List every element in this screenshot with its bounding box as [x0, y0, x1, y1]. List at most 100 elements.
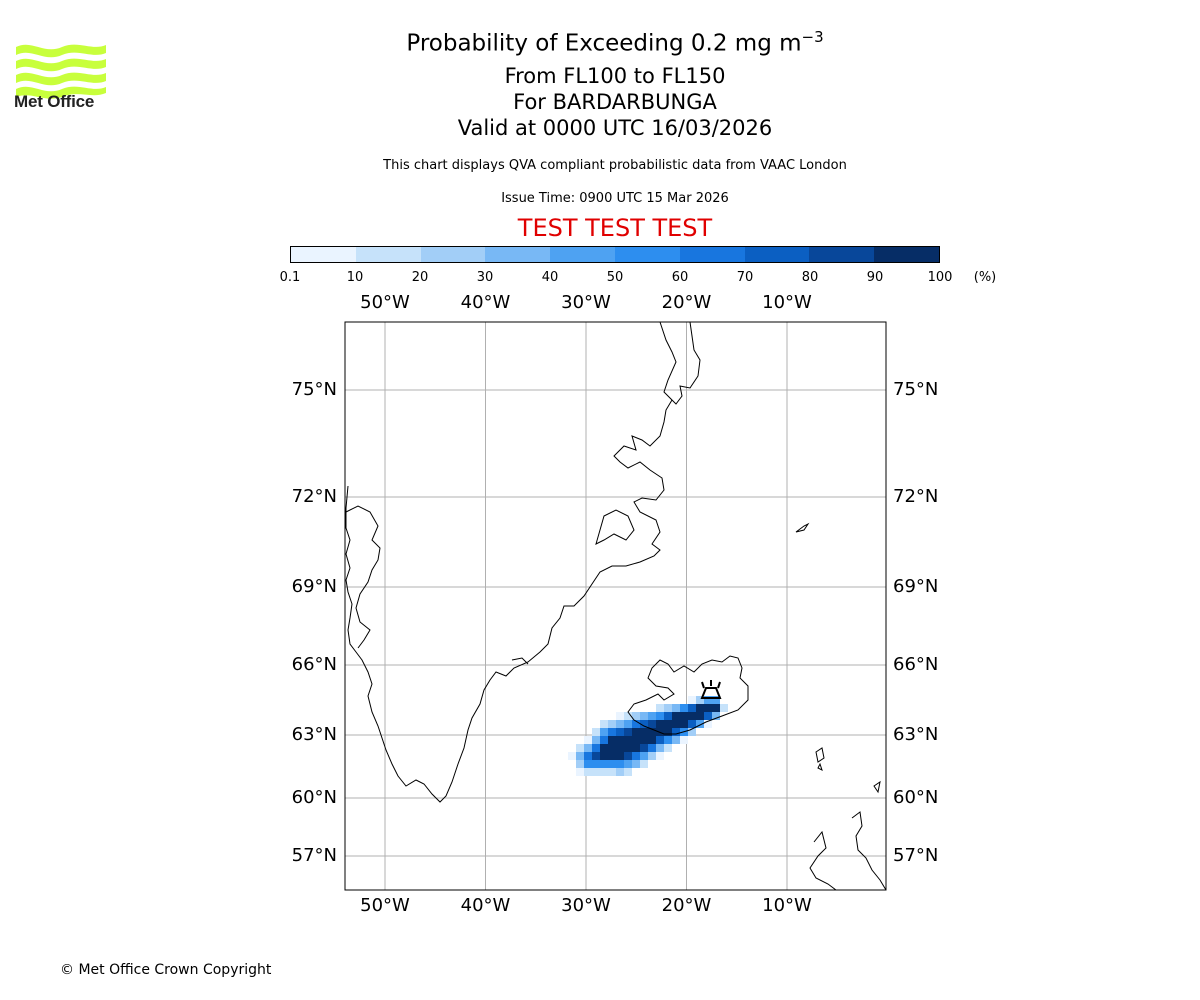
right-latitude-label: 66°N	[893, 654, 939, 675]
plume-cell	[688, 696, 696, 704]
bottom-longitude-label: 50°W	[360, 895, 410, 916]
plume-cell	[600, 752, 608, 760]
plume-cell	[632, 736, 640, 744]
colorbar-cell	[355, 247, 421, 262]
plume-cell	[632, 760, 640, 768]
plume-cell	[624, 768, 632, 776]
plume-cell	[592, 728, 600, 736]
plume-cell	[608, 720, 616, 728]
left-latitude-label: 57°N	[291, 845, 337, 866]
coastlines	[345, 321, 887, 891]
plume-cell	[584, 768, 592, 776]
plume-cell	[600, 736, 608, 744]
plume-cell	[672, 712, 680, 720]
map-background	[345, 322, 886, 890]
plume-cell	[616, 744, 624, 752]
plume-cell	[704, 712, 712, 720]
ash-probability-plume	[568, 696, 728, 776]
volcano-icon	[700, 680, 722, 699]
scotland-coastline	[809, 780, 887, 891]
plume-cell	[640, 760, 648, 768]
plume-cell	[608, 736, 616, 744]
left-latitude-label: 75°N	[291, 379, 337, 400]
plume-cell	[624, 736, 632, 744]
plume-cell	[664, 712, 672, 720]
plume-cell	[680, 736, 688, 744]
colorbar-cell	[679, 247, 745, 262]
plume-cell	[656, 736, 664, 744]
greenland-fjord-1	[595, 509, 635, 545]
plume-cell	[640, 744, 648, 752]
plume-cell	[704, 696, 712, 704]
plume-cell	[600, 728, 608, 736]
right-latitude-label: 69°N	[893, 576, 939, 597]
plume-cell	[600, 720, 608, 728]
plume-cell	[640, 712, 648, 720]
chart-title-text: Probability of Exceeding 0.2 mg m	[406, 30, 802, 57]
colorbar-tick-label: 20	[411, 270, 429, 285]
right-latitude-label: 60°N	[893, 787, 939, 808]
plume-cell	[576, 760, 584, 768]
left-latitude-label: 63°N	[291, 724, 337, 745]
colorbar-tick-label: 30	[476, 270, 494, 285]
bottom-longitude-label: 40°W	[460, 895, 511, 916]
plume-cell	[584, 736, 592, 744]
plume-cell	[584, 744, 592, 752]
plume-cell	[688, 712, 696, 720]
plume-cell	[616, 728, 624, 736]
plume-cell	[584, 760, 592, 768]
plume-cell	[632, 728, 640, 736]
plume-cell	[720, 704, 728, 712]
plume-cell	[696, 720, 704, 728]
plume-cell	[600, 744, 608, 752]
volcano-title: For BARDARBUNGA	[513, 90, 717, 114]
plume-cell	[584, 752, 592, 760]
chart-title-superscript: −3	[801, 28, 824, 46]
iceland-coastline	[627, 655, 749, 735]
colorbar-cell	[420, 247, 486, 262]
plume-cell	[688, 704, 696, 712]
colorbar-cell	[291, 247, 356, 262]
top-longitude-label: 10°W	[762, 292, 812, 313]
copyright-text: © Met Office Crown Copyright	[60, 962, 272, 978]
chart-title: Probability of Exceeding 0.2 mg m−3	[406, 28, 823, 57]
plume-cell	[704, 704, 712, 712]
plume-cell	[680, 720, 688, 728]
plume-cell	[616, 736, 624, 744]
colorbar-tick-label: 0.1	[279, 270, 301, 285]
plume-cell	[632, 752, 640, 760]
test-banner: TEST TEST TEST	[517, 214, 713, 242]
plume-cell	[624, 720, 632, 728]
plume-cell	[616, 768, 624, 776]
colorbar-tick-label: 10	[346, 270, 364, 285]
issue-time-text: Issue Time: 0900 UTC 15 Mar 2026	[501, 191, 729, 206]
right-latitude-label: 72°N	[893, 486, 939, 507]
plume-cell	[640, 752, 648, 760]
map-frame	[344, 321, 887, 891]
plume-cell	[632, 720, 640, 728]
colorbar-tick-label: 40	[541, 270, 559, 285]
plume-cell	[696, 704, 704, 712]
colorbar-tick-label: 70	[736, 270, 754, 285]
plume-cell	[640, 720, 648, 728]
plume-cell	[616, 720, 624, 728]
plume-cell	[712, 704, 720, 712]
plume-cell	[592, 752, 600, 760]
plume-cell	[656, 744, 664, 752]
bottom-longitude-label: 20°W	[661, 895, 712, 916]
plume-cell	[648, 712, 656, 720]
met-office-logo-icon	[16, 44, 106, 99]
top-longitude-label: 40°W	[460, 292, 511, 313]
plume-cell	[608, 728, 616, 736]
colorbar-tick-label: 100	[927, 270, 953, 285]
plume-cell	[592, 768, 600, 776]
plume-cell	[576, 744, 584, 752]
colorbar-tick-label: 80	[801, 270, 819, 285]
plume-cell	[680, 712, 688, 720]
plume-cell	[616, 760, 624, 768]
plume-cell	[608, 744, 616, 752]
plume-cell	[656, 752, 664, 760]
top-longitude-label: 20°W	[661, 292, 712, 313]
left-latitude-label: 69°N	[291, 576, 337, 597]
